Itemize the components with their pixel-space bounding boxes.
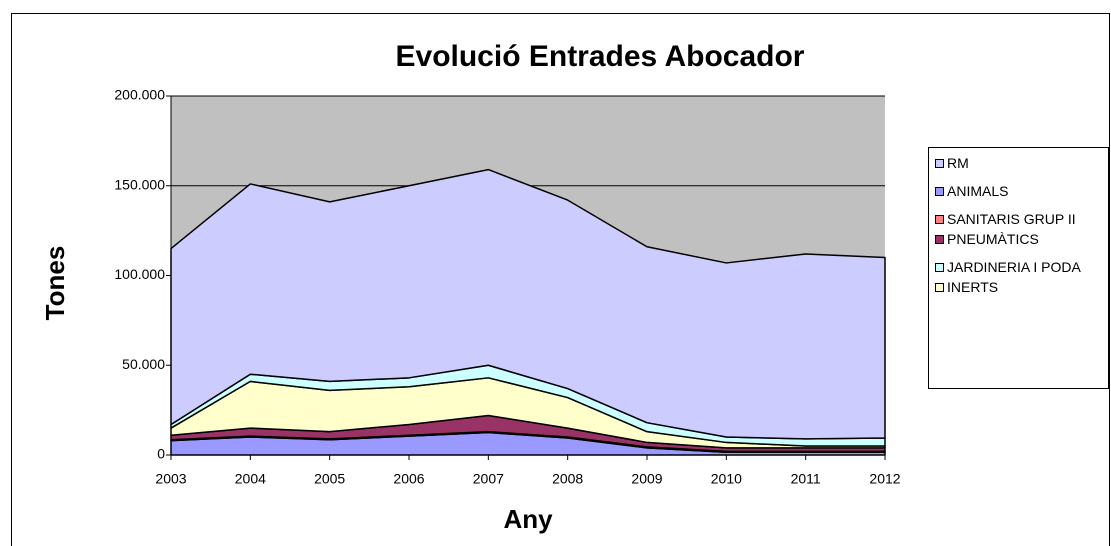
x-tick-label: 2009 (631, 471, 662, 487)
x-tick-label: 2004 (235, 471, 266, 487)
legend-swatch (935, 187, 944, 196)
legend-swatch (935, 159, 944, 168)
legend-item: SANITARIS GRUP II (935, 212, 1104, 226)
legend-item: JARDINERIA I PODA (935, 260, 1104, 274)
legend-swatch (935, 215, 944, 224)
x-tick-label: 2008 (552, 471, 583, 487)
x-tick-label: 2012 (869, 471, 900, 487)
x-tick-label: 2007 (473, 471, 504, 487)
legend-swatch (935, 283, 944, 292)
legend-label: PNEUMÀTICS (947, 231, 1039, 247)
y-tick-label: 0 (157, 446, 165, 462)
y-tick-label: 200.000 (114, 87, 165, 103)
y-tick-label: 100.000 (114, 266, 165, 282)
x-tick-label: 2003 (155, 471, 186, 487)
legend-item: PNEUMÀTICS (935, 232, 1104, 246)
chart-title: Evolució Entrades Abocador (396, 40, 805, 73)
y-axis-label: Tones (40, 246, 70, 321)
y-tick-label: 150.000 (114, 176, 165, 192)
x-tick-label: 2005 (314, 471, 345, 487)
legend-label: JARDINERIA I PODA (947, 259, 1081, 275)
legend: RM ANIMALS SANITARIS GRUP II PNEUMÀTICS JARD… (928, 147, 1109, 389)
x-axis-label: Any (503, 504, 553, 534)
legend-label: ANIMALS (947, 183, 1009, 199)
x-tick-label: 2010 (711, 471, 742, 487)
legend-label: RM (947, 155, 969, 171)
x-tick-label: 2006 (393, 471, 424, 487)
legend-label: INERTS (947, 279, 999, 295)
legend-item: RM (935, 156, 1104, 170)
area (170, 168, 886, 440)
x-tick-label: 2011 (791, 471, 821, 487)
legend-swatch (935, 235, 944, 244)
y-tick-label: 50.000 (122, 356, 165, 372)
legend-item: INERTS (935, 280, 1104, 294)
legend-label: SANITARIS GRUP II (947, 211, 1076, 227)
legend-swatch (935, 263, 944, 272)
frame (11, 13, 1110, 546)
legend-item: ANIMALS (935, 184, 1104, 198)
